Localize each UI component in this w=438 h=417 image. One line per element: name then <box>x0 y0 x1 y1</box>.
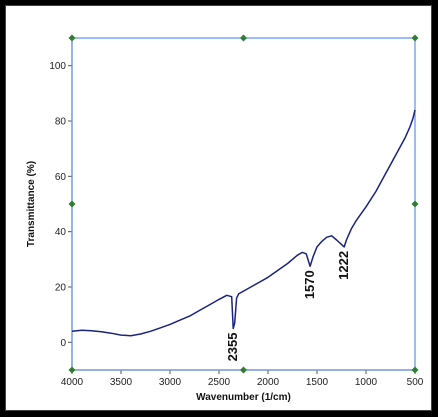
y-tick-label: 100 <box>49 61 66 72</box>
ir-spectrum-chart: 4000 3500 3000 2500 2000 1500 1000 500 0 20 40 60 8… <box>26 34 424 403</box>
x-tick-label: 500 <box>407 377 424 388</box>
y-ticks: 0 20 40 60 80 100 <box>49 61 72 349</box>
resize-handle[interactable] <box>411 366 419 374</box>
x-tick-label: 1500 <box>306 377 329 388</box>
plot-area <box>72 38 415 370</box>
resize-handle[interactable] <box>68 366 76 374</box>
x-tick-label: 2000 <box>257 377 280 388</box>
y-tick-label: 80 <box>55 117 67 128</box>
x-ticks: 4000 3500 3000 2500 2000 1500 1000 500 <box>61 370 424 388</box>
plot-background <box>72 38 415 370</box>
series-group <box>71 109 416 337</box>
resize-handle[interactable] <box>68 34 76 42</box>
selection-handles[interactable] <box>68 34 419 374</box>
y-tick-label: 0 <box>60 338 66 349</box>
resize-handle[interactable] <box>411 200 419 208</box>
x-tick-label: 3000 <box>159 377 182 388</box>
x-tick-label: 3500 <box>110 377 133 388</box>
resize-handle[interactable] <box>411 34 419 42</box>
peak-label: 1570 <box>302 270 317 299</box>
y-axis-title: Transmittance (%) <box>26 161 37 247</box>
resize-handle[interactable] <box>240 366 247 374</box>
x-axis-title: Wavenumber (1/cm) <box>196 392 291 403</box>
peak-label: 2355 <box>225 333 240 362</box>
y-tick-label: 60 <box>55 172 67 183</box>
x-tick-label: 4000 <box>61 377 84 388</box>
x-tick-label: 2500 <box>208 377 231 388</box>
y-tick-label: 40 <box>55 227 67 238</box>
y-tick-label: 20 <box>55 283 67 294</box>
chart-frame: 4000 3500 3000 2500 2000 1500 1000 500 0 20 40 60 8… <box>5 5 432 411</box>
resize-handle[interactable] <box>240 34 247 42</box>
series-line <box>71 109 416 337</box>
resize-handle[interactable] <box>68 200 76 208</box>
peak-label: 1222 <box>336 251 351 280</box>
peak-annotations: 2355 1570 1222 <box>225 251 351 362</box>
x-tick-label: 1000 <box>355 377 378 388</box>
